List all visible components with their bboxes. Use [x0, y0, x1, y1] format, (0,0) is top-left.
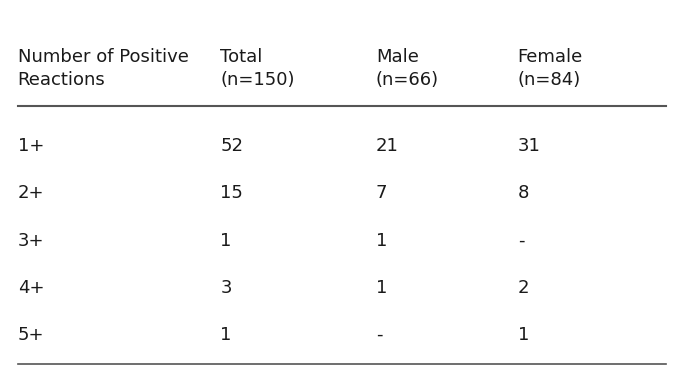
Text: -: -: [518, 231, 524, 250]
Text: 52: 52: [220, 137, 244, 155]
Text: 15: 15: [220, 184, 244, 202]
Text: 21: 21: [376, 137, 399, 155]
Text: 1: 1: [220, 326, 232, 344]
Text: 1: 1: [220, 231, 232, 250]
Text: -: -: [376, 326, 382, 344]
Text: 31: 31: [518, 137, 540, 155]
Text: 8: 8: [518, 184, 529, 202]
Text: 3: 3: [220, 279, 232, 297]
Text: 1: 1: [376, 279, 387, 297]
Text: Total
(n=150): Total (n=150): [220, 48, 295, 89]
Text: 1: 1: [518, 326, 529, 344]
Text: 5+: 5+: [18, 326, 44, 344]
Text: Number of Positive
Reactions: Number of Positive Reactions: [18, 48, 189, 89]
Text: 3+: 3+: [18, 231, 44, 250]
Text: 1+: 1+: [18, 137, 44, 155]
Text: Male
(n=66): Male (n=66): [376, 48, 439, 89]
Text: 2+: 2+: [18, 184, 44, 202]
Text: 7: 7: [376, 184, 387, 202]
Text: 2: 2: [518, 279, 529, 297]
Text: 4+: 4+: [18, 279, 44, 297]
Text: Female
(n=84): Female (n=84): [518, 48, 583, 89]
Text: 1: 1: [376, 231, 387, 250]
